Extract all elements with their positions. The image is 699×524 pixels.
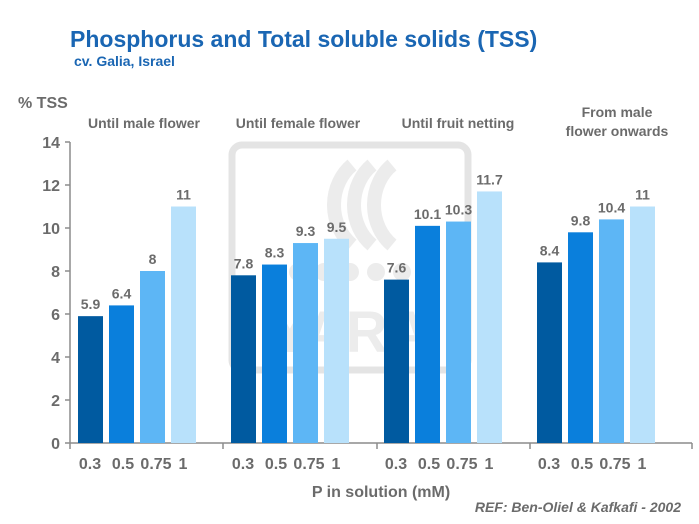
bar <box>537 262 562 443</box>
x-tick-label: 0.5 <box>112 456 134 473</box>
bars <box>78 191 655 443</box>
watermark-sail-1 <box>327 159 357 251</box>
data-label: 7.8 <box>234 255 254 271</box>
data-label: 10.4 <box>598 199 625 215</box>
watermark-sail-3 <box>367 159 397 251</box>
bar <box>140 271 165 443</box>
bar <box>446 221 471 443</box>
data-label: 10.3 <box>445 202 472 218</box>
x-tick-label: 0.3 <box>79 456 101 473</box>
data-label: 8 <box>149 251 157 267</box>
data-label: 6.4 <box>112 285 132 301</box>
data-label: 10.1 <box>414 206 441 222</box>
x-tick-label: 1 <box>332 456 341 473</box>
x-tick-label: 0.5 <box>418 456 440 473</box>
bar <box>78 316 103 443</box>
y-axis-label: % TSS <box>18 95 68 112</box>
group-label: From male flower onwards <box>566 104 669 139</box>
watermark-sail-2 <box>347 159 377 251</box>
data-label: 8.4 <box>540 242 560 258</box>
x-axis-label: P in solution (mM) <box>312 484 450 501</box>
x-tick-label: 0.5 <box>265 456 287 473</box>
data-label: 9.8 <box>571 212 591 228</box>
x-tick-label: 0.75 <box>446 456 477 473</box>
y-tick-label: 14 <box>42 135 60 152</box>
y-tick-label: 6 <box>51 307 60 324</box>
bar <box>171 206 196 443</box>
bar <box>599 219 624 443</box>
watermark-dot-5 <box>393 263 411 281</box>
y-tick-label: 2 <box>51 393 60 410</box>
x-tick-label: 1 <box>485 456 494 473</box>
x-tick-label: 0.75 <box>599 456 630 473</box>
bar <box>630 206 655 443</box>
bar <box>231 275 256 443</box>
bar <box>262 264 287 443</box>
x-tick-label: 1 <box>638 456 647 473</box>
bar <box>324 238 349 443</box>
group-label: Until female flower <box>236 115 361 131</box>
y-tick-label: 8 <box>51 264 60 281</box>
bar <box>109 305 134 443</box>
bar <box>293 243 318 443</box>
chart-subtitle: cv. Galia, Israel <box>74 53 175 69</box>
bar <box>415 225 440 443</box>
reference-note: REF: Ben-Oliel & Kafkafi - 2002 <box>474 499 681 515</box>
x-tick-label: 0.5 <box>571 456 593 473</box>
data-label: 7.6 <box>387 260 407 276</box>
data-label: 5.9 <box>81 296 101 312</box>
bar <box>477 191 502 443</box>
data-label: 11 <box>176 187 191 203</box>
x-tick-label: 1 <box>179 456 188 473</box>
watermark-dot-4 <box>367 263 385 281</box>
x-tick-label: 0.75 <box>293 456 324 473</box>
data-label: 11.7 <box>476 171 503 187</box>
x-tick-label: 0.75 <box>140 456 171 473</box>
data-label: 9.3 <box>296 223 316 239</box>
x-tick-label: 0.3 <box>538 456 560 473</box>
chart-title: Phosphorus and Total soluble solids (TSS… <box>70 26 538 52</box>
y-tick-label: 4 <box>51 350 60 367</box>
bar <box>384 279 409 443</box>
y-tick-label: 0 <box>51 436 60 453</box>
x-tick-label: 0.3 <box>385 456 407 473</box>
group-label: Until male flower <box>88 115 201 131</box>
bar <box>568 232 593 443</box>
group-label: Until fruit netting <box>402 115 515 131</box>
y-tick-label: 10 <box>42 221 60 238</box>
data-label: 8.3 <box>265 245 285 261</box>
data-label: 11 <box>635 187 650 203</box>
data-label: 9.5 <box>327 219 347 235</box>
y-tick-label: 12 <box>42 178 60 195</box>
x-tick-label: 0.3 <box>232 456 254 473</box>
